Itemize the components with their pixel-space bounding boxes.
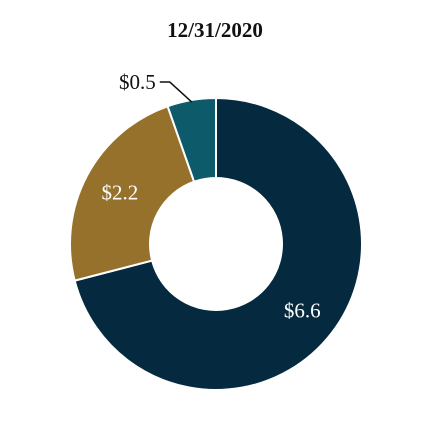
labels-group: $6.6 $2.2 $0.5 [101, 70, 320, 323]
slice-1 [69, 104, 196, 282]
leader-line-2 [159, 81, 193, 103]
slice-label-2: $0.5 [119, 70, 156, 94]
slice-label-0: $6.6 [284, 299, 321, 323]
slice-label-1: $2.2 [101, 181, 138, 205]
slice-0 [73, 96, 363, 391]
slice-2 [166, 96, 217, 184]
chart-title: 12/31/2020 [167, 18, 263, 42]
slices-group [69, 96, 363, 391]
